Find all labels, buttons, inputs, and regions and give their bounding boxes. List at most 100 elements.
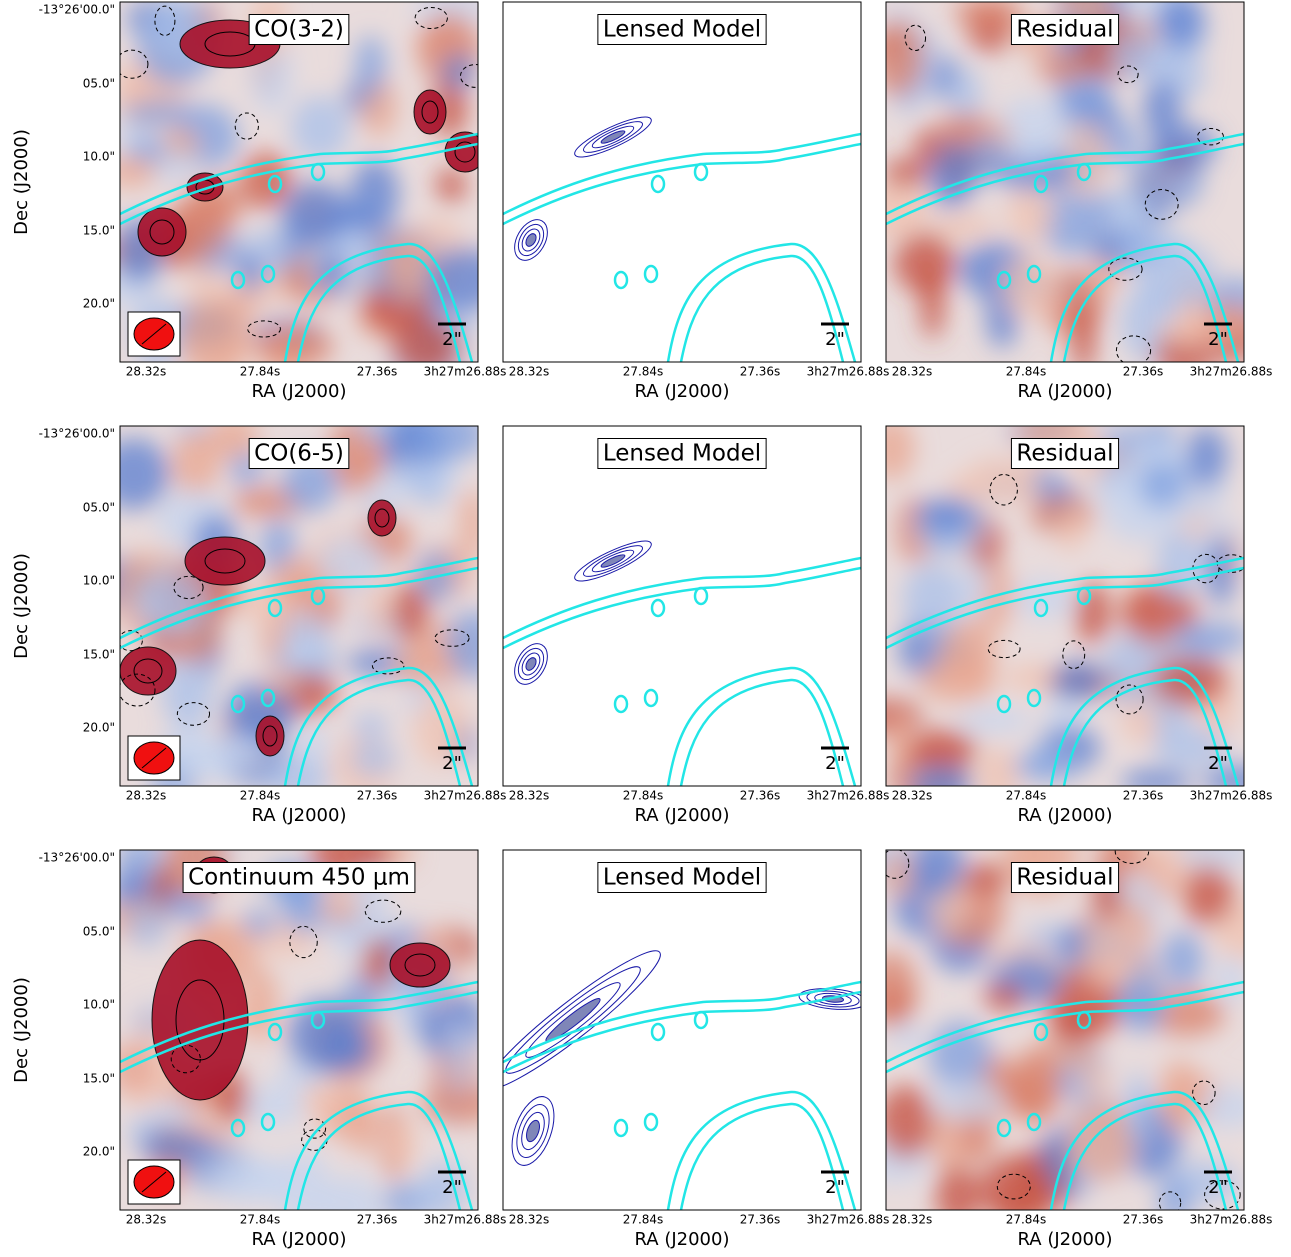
critical-curve <box>120 980 478 1064</box>
x-tick-label: 27.36s <box>357 365 398 379</box>
x-tick-label: 27.84s <box>1006 1213 1047 1227</box>
panel-frame <box>502 849 862 1211</box>
x-tick-label: 28.32s <box>892 789 933 803</box>
caustic-loop <box>996 1118 1012 1138</box>
x-tick-label: 3h27m26.88s <box>424 789 507 803</box>
map-image <box>886 2 1244 362</box>
panel-frame <box>119 425 479 787</box>
title-box <box>1010 14 1120 45</box>
panel: CO(3-2) 2" 28.32s 27.84s 27.36s 3h27m26.88s RA… <box>119 1 506 402</box>
panel-frame <box>885 425 1245 787</box>
critical-curve <box>503 132 861 216</box>
scale-bar-label: 2" <box>442 329 462 350</box>
y-tick-label: 20.0" <box>83 297 115 311</box>
x-tick-label: 3h27m26.88s <box>424 1213 507 1227</box>
caustic-loop <box>693 162 709 182</box>
critical-curve <box>120 132 478 216</box>
x-tick-label: 28.32s <box>892 365 933 379</box>
title-box <box>1010 438 1120 469</box>
caustic-loop <box>1033 174 1049 194</box>
panel-frame <box>119 849 479 1211</box>
x-tick-label: 27.84s <box>623 789 664 803</box>
y-tick-label: -13°26'00.0" <box>39 851 115 865</box>
critical-curve <box>120 556 478 640</box>
x-tick-label: 3h27m26.88s <box>1190 1213 1273 1227</box>
x-tick-label: 27.84s <box>1006 365 1047 379</box>
caustic-loop <box>1026 264 1042 284</box>
x-axis-label: RA (J2000) <box>635 381 730 402</box>
caustic <box>283 1090 474 1210</box>
caustic <box>283 666 474 786</box>
x-tick-label: 27.84s <box>240 1213 281 1227</box>
x-tick-label: 27.84s <box>240 789 281 803</box>
caustic-loop <box>650 598 666 618</box>
caustic <box>1062 678 1228 786</box>
caustic-loop <box>1033 598 1049 618</box>
caustic-loop <box>310 1010 326 1030</box>
y-axis-label: Dec (J2000) <box>11 977 32 1083</box>
caustic-loop <box>1076 586 1092 606</box>
panel: Residual 2" 28.32s 27.84s 27.36s 3h27m26.88s R… <box>885 849 1273 1250</box>
y-axis-label: Dec (J2000) <box>11 553 32 659</box>
caustic-loop <box>267 1022 283 1042</box>
title-box <box>597 438 767 469</box>
caustic <box>296 678 462 786</box>
critical-curve <box>503 556 861 640</box>
caustic <box>679 1102 845 1210</box>
critical-curve <box>503 980 861 1064</box>
y-tick-label: 10.0" <box>83 150 115 164</box>
x-tick-label: 27.36s <box>740 1213 781 1227</box>
caustic-loop <box>1033 1022 1049 1042</box>
critical-curve <box>503 990 861 1074</box>
y-tick-label: 05.0" <box>83 77 115 91</box>
x-axis-label: RA (J2000) <box>252 1229 347 1250</box>
caustic-loop <box>260 688 276 708</box>
caustic-loop <box>230 694 246 714</box>
panel: CO(6-5) 2" 28.32s 27.84s 27.36s 3h27m26.88s RA… <box>119 425 507 826</box>
y-tick-label: 10.0" <box>83 998 115 1012</box>
caustic-loop <box>613 1118 629 1138</box>
critical-curve <box>886 990 1244 1074</box>
caustic-loop <box>310 586 326 606</box>
x-tick-label: 28.32s <box>126 1213 167 1227</box>
panel-frame <box>885 1 1245 363</box>
caustic-loop <box>613 694 629 714</box>
caustic-loop <box>650 174 666 194</box>
title-box <box>248 14 350 45</box>
panel: Lensed Model 2" 28.32s 27.84s 27.36s 3h27m26.… <box>502 1 889 402</box>
panel: Residual 2" 28.32s 27.84s 27.36s 3h27m26.88s R… <box>885 1 1272 402</box>
y-tick-label: 05.0" <box>83 501 115 515</box>
critical-curve <box>886 556 1244 640</box>
x-tick-label: 28.32s <box>509 1213 550 1227</box>
panel: Residual 2" 28.32s 27.84s 27.36s 3h27m26.88s R… <box>885 425 1273 826</box>
panel-title: CO(3-2) <box>254 17 344 43</box>
x-tick-label: 3h27m26.88s <box>807 1213 890 1227</box>
x-tick-label: 3h27m26.88s <box>1190 789 1273 803</box>
caustic-loop <box>1076 162 1092 182</box>
caustic <box>1049 242 1240 362</box>
caustic-loop <box>650 1022 666 1042</box>
x-tick-label: 27.36s <box>357 789 398 803</box>
x-tick-label: 27.84s <box>1006 789 1047 803</box>
title-box <box>1010 862 1120 893</box>
caustic <box>1049 666 1240 786</box>
y-tick-label: 15.0" <box>83 1072 115 1086</box>
caustic-loop <box>643 688 659 708</box>
caustic <box>1062 1102 1228 1210</box>
y-tick-label: 10.0" <box>83 574 115 588</box>
scale-bar-label: 2" <box>1208 1177 1228 1198</box>
x-tick-label: 27.36s <box>1123 789 1164 803</box>
caustic-loop <box>693 586 709 606</box>
critical-curve <box>886 566 1244 650</box>
caustic <box>679 678 845 786</box>
caustic <box>296 254 462 362</box>
x-axis-label: RA (J2000) <box>252 381 347 402</box>
caustic-loop <box>1026 1112 1042 1132</box>
x-axis-label: RA (J2000) <box>1018 381 1113 402</box>
x-axis-label: RA (J2000) <box>1018 1229 1113 1250</box>
y-tick-label: 20.0" <box>83 721 115 735</box>
caustic-loop <box>260 1112 276 1132</box>
panel-frame <box>502 1 862 363</box>
scale-bar-label: 2" <box>825 329 845 350</box>
